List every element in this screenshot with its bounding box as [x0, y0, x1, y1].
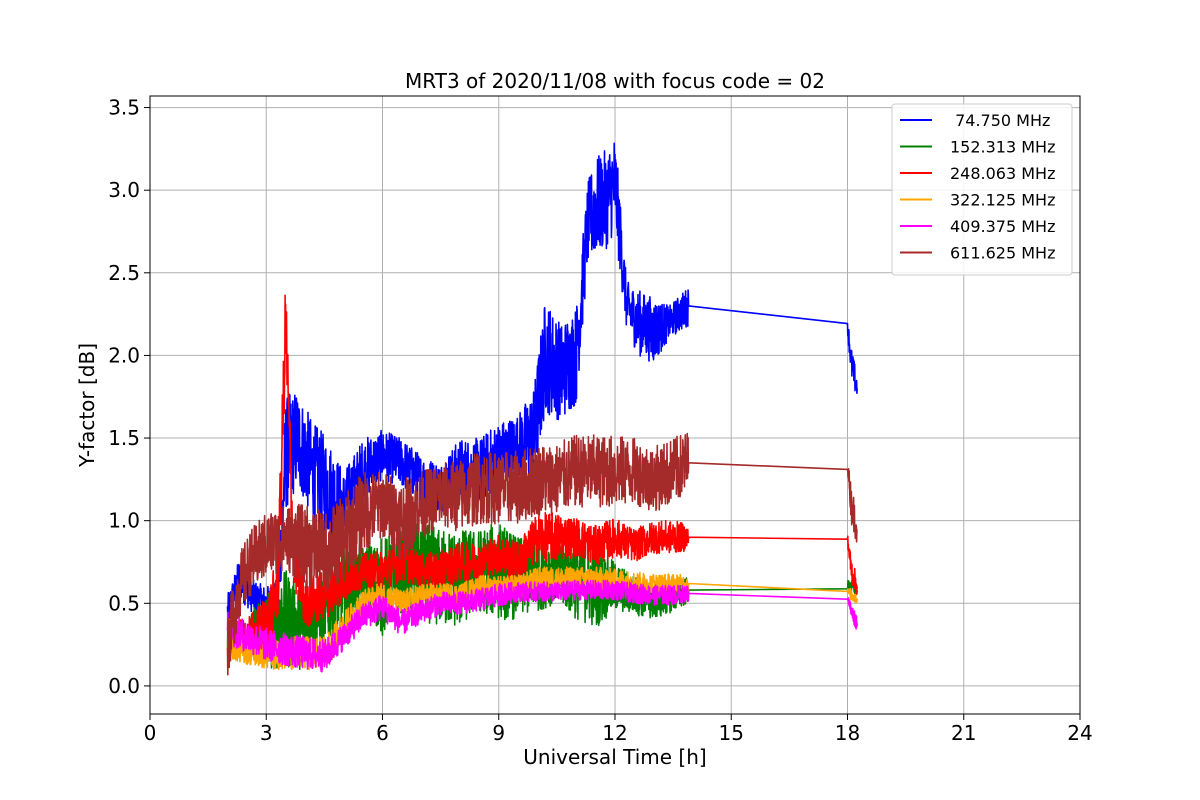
x-tick-label: 0: [144, 721, 157, 745]
series-line-5: [226, 432, 858, 676]
y-axis-label: Y-factor [dB]: [75, 343, 99, 468]
x-axis-label: Universal Time [h]: [523, 745, 706, 769]
series-layer: [226, 142, 858, 676]
legend-label: 248.063 MHz: [950, 164, 1055, 183]
y-tick-label: 2.5: [108, 261, 140, 285]
x-tick-label: 24: [1067, 721, 1092, 745]
series-line-4: [226, 579, 858, 673]
legend-label: 152.313 MHz: [950, 138, 1055, 157]
x-tick-label: 6: [376, 721, 389, 745]
legend-box: [891, 103, 1073, 276]
y-tick-label: 0.5: [108, 591, 140, 615]
y-tick-label: 2.0: [108, 343, 140, 367]
y-tick-label: 1.0: [108, 509, 140, 533]
x-tick-label: 21: [951, 721, 976, 745]
x-tick-label: 18: [835, 721, 860, 745]
chart-title: MRT3 of 2020/11/08 with focus code = 02: [405, 69, 825, 93]
series-line-0: [226, 142, 858, 624]
ticks-layer: 0 3 6 9 12 15 18 21 24 0.0 0.5 1.0 1.5 2.0 2.5 3.0 3.5: [108, 96, 1093, 745]
legend-label: 409.375 MHz: [950, 217, 1055, 236]
legend: 74.750 MHz 152.313 MHz 248.063 MHz 322.125 …: [891, 103, 1073, 276]
x-tick-label: 12: [602, 721, 627, 745]
series-line-2: [227, 294, 858, 658]
y-tick-label: 0.0: [108, 674, 140, 698]
legend-label: 611.625 MHz: [950, 244, 1055, 263]
legend-label: 74.750 MHz: [950, 111, 1050, 130]
y-tick-label: 3.5: [108, 96, 140, 120]
x-tick-label: 15: [719, 721, 744, 745]
x-tick-label: 3: [260, 721, 273, 745]
y-tick-label: 3.0: [108, 178, 140, 202]
x-tick-label: 9: [492, 721, 505, 745]
y-tick-label: 1.5: [108, 426, 140, 450]
legend-label: 322.125 MHz: [950, 191, 1055, 210]
